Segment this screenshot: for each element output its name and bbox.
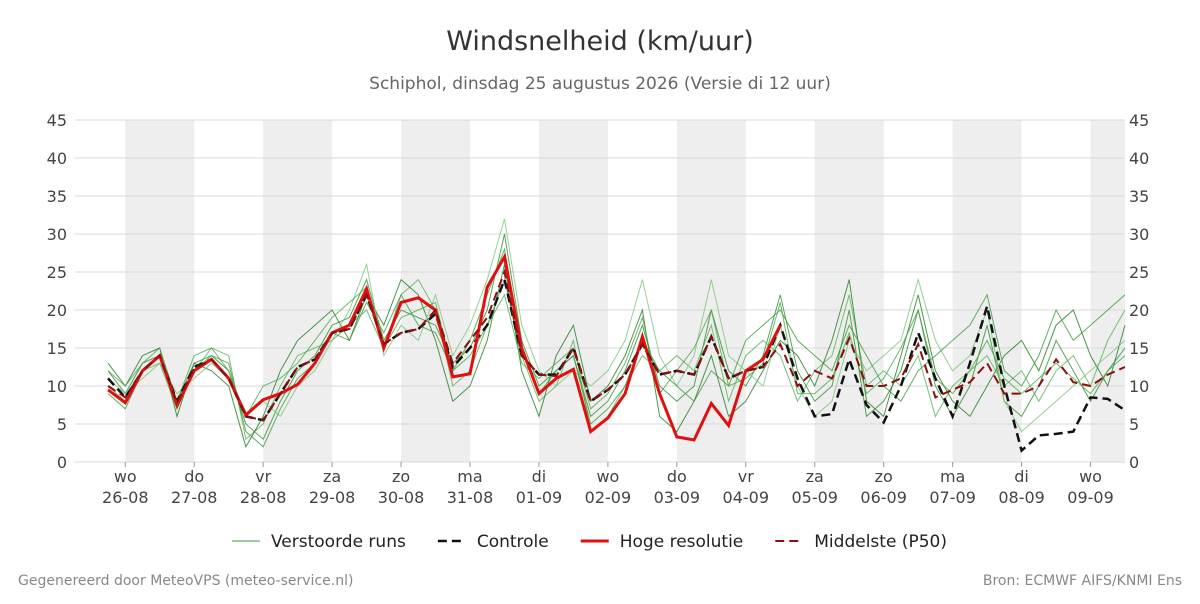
x-tick-label-line: 04-09 (723, 488, 770, 507)
y2-tick-label: 45 (1129, 111, 1149, 130)
y2-tick-label: 30 (1129, 225, 1149, 244)
x-tick-label: zo 30-08 (378, 467, 425, 507)
x-tick-label-line: za (323, 467, 341, 486)
x-tick-label-line: 27-08 (171, 488, 218, 507)
x-tick-label-line: 07-09 (929, 488, 976, 507)
x-tick-label: do 03-09 (654, 467, 701, 507)
y2-tick-label: 25 (1129, 263, 1149, 282)
x-tick-label: ma 07-09 (929, 467, 976, 507)
day-band (538, 120, 608, 462)
x-tick-label: ma 31-08 (447, 467, 494, 507)
x-tick-label: di 01-09 (516, 467, 563, 507)
x-tick-label-line: 06-09 (860, 488, 907, 507)
x-tick-label-line: ma (940, 467, 965, 486)
y-tick-label: 0 (57, 453, 67, 472)
x-tick-label: wo 26-08 (102, 467, 149, 507)
x-tick-label-line: 09-09 (1067, 488, 1114, 507)
day-band (125, 120, 195, 462)
legend-label: Verstoorde runs (271, 532, 406, 552)
x-tick-label-line: di (1014, 467, 1029, 486)
x-tick-label-line: 02-09 (585, 488, 632, 507)
chart-title: Windsnelheid (km/uur) (446, 26, 754, 57)
x-tick-label: wo 02-09 (585, 467, 632, 507)
footer-left: Gegenereerd door MeteoVPS (meteo-service… (18, 573, 353, 589)
y-tick-label: 25 (47, 263, 67, 282)
day-band (814, 120, 884, 462)
y2-tick-label: 5 (1129, 415, 1139, 434)
y2-tick-label: 10 (1129, 377, 1149, 396)
x-tick-label-line: do (184, 467, 204, 486)
y2-tick-label: 15 (1129, 339, 1149, 358)
x-tick-label: do 27-08 (171, 467, 218, 507)
y2-tick-label: 0 (1129, 453, 1139, 472)
x-tick-label-line: zo (875, 467, 893, 486)
y-tick-label: 15 (47, 339, 67, 358)
y2-tick-label: 35 (1129, 187, 1149, 206)
chart-subtitle: Schiphol, dinsdag 25 augustus 2026 (Vers… (369, 74, 831, 94)
x-tick-label-line: di (532, 467, 547, 486)
x-tick-label-line: ma (457, 467, 482, 486)
background (75, 119, 1125, 463)
x-tick-label: di 08-09 (998, 467, 1045, 507)
legend-label: Middelste (P50) (814, 532, 947, 552)
legend-label: Controle (477, 532, 549, 552)
x-tick-label-line: vr (738, 467, 754, 486)
y-tick-label: 35 (47, 187, 67, 206)
x-tick-label-line: wo (114, 467, 137, 486)
day-band (263, 120, 333, 462)
y-tick-label: 10 (47, 377, 67, 396)
x-tick-label-line: wo (596, 467, 619, 486)
footer-right: Bron: ECMWF AIFS/KNMI Ens (983, 573, 1182, 589)
x-tick-label-line: za (806, 467, 824, 486)
series-line (107, 268, 1126, 422)
y2-tick-label: 20 (1129, 301, 1149, 320)
x-tick-label-line: do (667, 467, 687, 486)
x-tick-label: za 29-08 (309, 467, 356, 507)
x-tick-label: zo 06-09 (860, 467, 907, 507)
x-tick-label-line: 26-08 (102, 488, 149, 507)
x-tick-label: za 05-09 (791, 467, 838, 507)
x-tick-label-line: wo (1079, 467, 1102, 486)
day-band (1090, 120, 1125, 462)
x-tick-label-line: 08-09 (998, 488, 1045, 507)
ensemble-run (107, 218, 1126, 433)
day-band (952, 120, 1022, 462)
y2-tick-label: 40 (1129, 149, 1149, 168)
y-tick-label: 30 (47, 225, 67, 244)
legend-label: Hoge resolutie (620, 532, 744, 552)
x-tick-label: vr 04-09 (723, 467, 770, 507)
ensemble-run (107, 277, 1126, 441)
x-tick-label-line: 30-08 (378, 488, 425, 507)
y-tick-label: 20 (47, 301, 67, 320)
x-tick-label-line: 29-08 (309, 488, 356, 507)
x-tick-label-line: 03-09 (654, 488, 701, 507)
x-tick-label-line: zo (392, 467, 410, 486)
x-tick-label: vr 28-08 (240, 467, 287, 507)
ensemble-run (107, 233, 1126, 441)
x-tick-label-line: vr (255, 467, 271, 486)
x-tick-label: wo 09-09 (1067, 467, 1114, 507)
x-tick-label-line: 31-08 (447, 488, 494, 507)
ensemble-run (107, 286, 1126, 418)
x-tick-label-line: 01-09 (516, 488, 563, 507)
y-tick-label: 40 (47, 149, 67, 168)
x-tick-label-line: 05-09 (791, 488, 838, 507)
x-tick-label-line: 28-08 (240, 488, 287, 507)
day-band (401, 120, 471, 462)
y-tick-label: 45 (47, 111, 67, 130)
y-tick-label: 5 (57, 415, 67, 434)
ensemble-run (107, 247, 1126, 448)
